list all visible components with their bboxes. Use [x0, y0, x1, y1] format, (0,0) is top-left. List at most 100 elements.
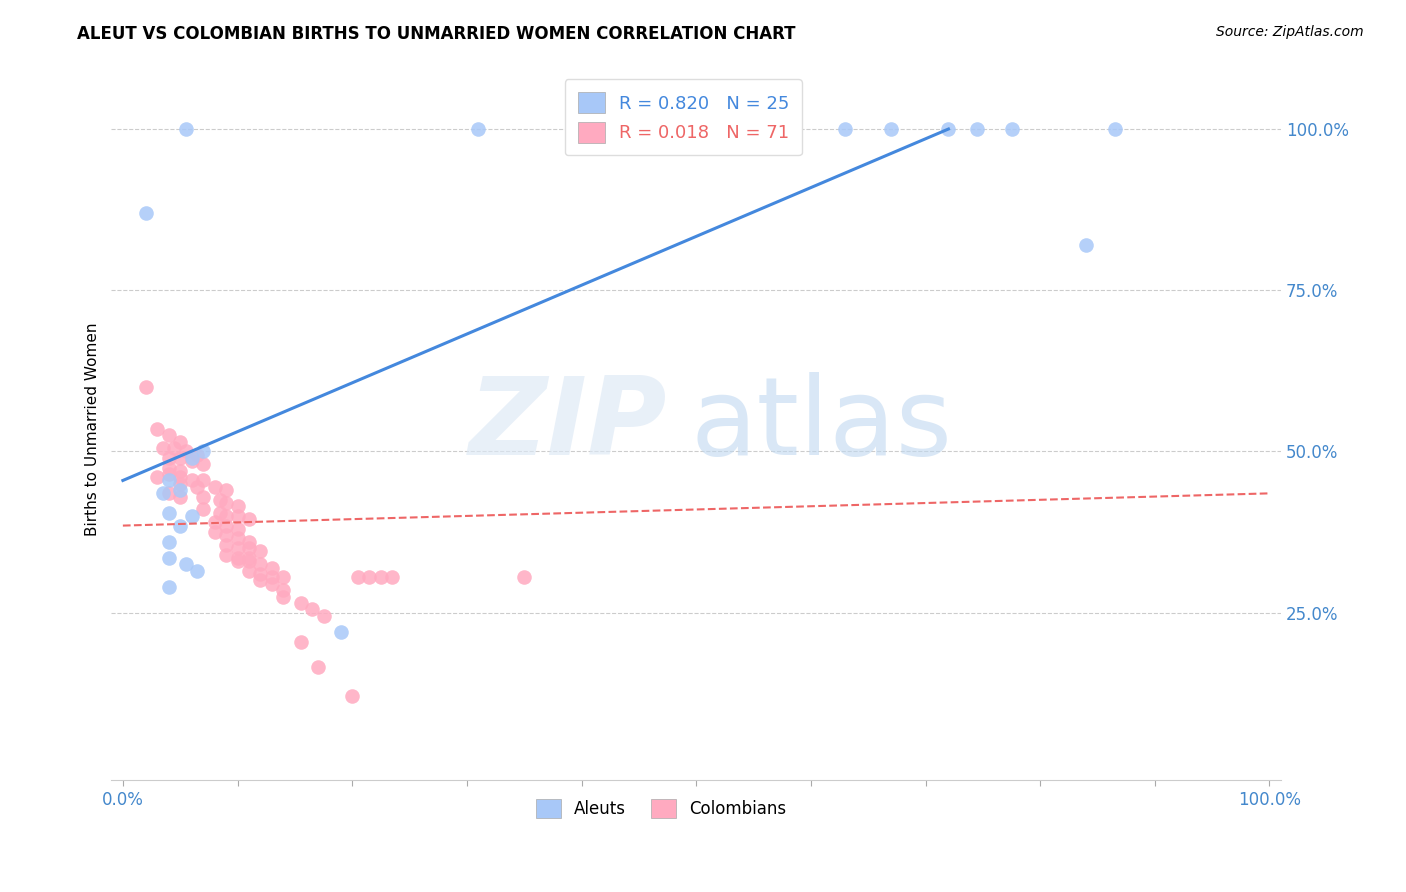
Point — [301, 602, 323, 616]
Point — [1000, 122, 1022, 136]
Point — [209, 492, 232, 507]
Point — [290, 634, 312, 648]
Point — [152, 441, 174, 455]
Point — [226, 541, 249, 556]
Point — [226, 554, 249, 568]
Point — [215, 518, 238, 533]
Point — [381, 570, 404, 584]
Point — [163, 441, 186, 455]
Point — [157, 460, 180, 475]
Point — [157, 467, 180, 481]
Point — [273, 583, 295, 598]
Point — [157, 474, 180, 488]
Point — [249, 566, 271, 581]
Point — [273, 590, 295, 604]
Point — [204, 524, 226, 539]
Text: ALEUT VS COLOMBIAN BIRTHS TO UNMARRIED WOMEN CORRELATION CHART: ALEUT VS COLOMBIAN BIRTHS TO UNMARRIED W… — [77, 25, 796, 43]
Text: ZIP: ZIP — [468, 372, 666, 478]
Point — [215, 483, 238, 497]
Point — [191, 502, 214, 516]
Point — [1104, 122, 1126, 136]
Point — [169, 483, 191, 497]
Point — [169, 476, 191, 491]
Point — [186, 564, 208, 578]
Point — [215, 528, 238, 542]
Point — [249, 558, 271, 572]
Point — [191, 490, 214, 504]
Point — [186, 480, 208, 494]
Point — [169, 464, 191, 478]
Point — [1074, 238, 1097, 252]
Point — [169, 518, 191, 533]
Point — [226, 508, 249, 523]
Point — [135, 206, 157, 220]
Point — [135, 380, 157, 394]
Point — [260, 570, 283, 584]
Point — [347, 570, 370, 584]
Point — [467, 122, 489, 136]
Point — [215, 496, 238, 510]
Point — [180, 450, 202, 465]
Point — [238, 534, 260, 549]
Point — [204, 480, 226, 494]
Point — [260, 560, 283, 574]
Point — [191, 474, 214, 488]
Point — [174, 122, 197, 136]
Point — [169, 450, 191, 465]
Point — [146, 470, 169, 484]
Point — [209, 506, 232, 520]
Point — [157, 550, 180, 565]
Point — [238, 541, 260, 556]
Point — [290, 596, 312, 610]
Point — [938, 122, 960, 136]
Point — [169, 470, 191, 484]
Text: Source: ZipAtlas.com: Source: ZipAtlas.com — [1216, 25, 1364, 39]
Point — [226, 500, 249, 514]
Point — [370, 570, 392, 584]
Point — [157, 486, 180, 500]
Point — [880, 122, 903, 136]
Point — [157, 580, 180, 594]
Point — [249, 574, 271, 588]
Point — [742, 122, 765, 136]
Point — [152, 486, 174, 500]
Point — [238, 512, 260, 526]
Point — [307, 660, 329, 674]
Point — [174, 444, 197, 458]
Point — [249, 544, 271, 558]
Point — [174, 558, 197, 572]
Point — [215, 548, 238, 562]
Point — [834, 122, 856, 136]
Point — [169, 490, 191, 504]
Point — [186, 448, 208, 462]
Point — [157, 428, 180, 442]
Point — [180, 474, 202, 488]
Point — [273, 570, 295, 584]
Point — [312, 608, 335, 623]
Point — [157, 506, 180, 520]
Point — [191, 458, 214, 472]
Legend: Aleuts, Colombians: Aleuts, Colombians — [529, 792, 793, 825]
Point — [180, 508, 202, 523]
Point — [226, 522, 249, 536]
Point — [191, 444, 214, 458]
Text: atlas: atlas — [690, 372, 952, 478]
Point — [966, 122, 988, 136]
Point — [329, 625, 352, 640]
Point — [169, 434, 191, 449]
Point — [157, 534, 180, 549]
Point — [204, 516, 226, 530]
Point — [180, 454, 202, 468]
Point — [226, 532, 249, 546]
Point — [513, 570, 536, 584]
Point — [238, 550, 260, 565]
Point — [238, 554, 260, 568]
Point — [226, 550, 249, 565]
Point — [238, 564, 260, 578]
Point — [146, 422, 169, 436]
Point — [157, 450, 180, 465]
Point — [340, 690, 363, 704]
Point — [260, 576, 283, 591]
Point — [215, 508, 238, 523]
Point — [215, 538, 238, 552]
